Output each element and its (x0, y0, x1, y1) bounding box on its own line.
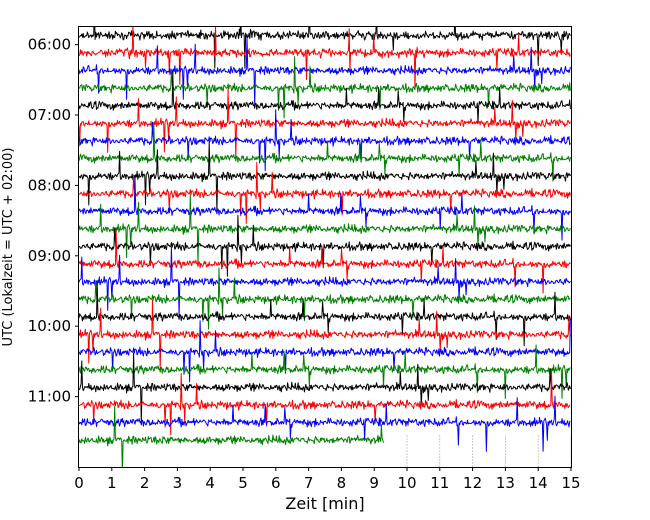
y-tick-label: 08:00 (28, 176, 71, 194)
y-tick-label: 10:00 (28, 317, 71, 335)
trace-0630 (79, 56, 571, 119)
gridline-layer (406, 435, 572, 467)
y-axis-label: UTC (Lokalzeit = UTC + 02:00) (1, 148, 16, 347)
trace-1000 (79, 299, 571, 370)
x-tick-label: 1 (107, 474, 117, 492)
x-tick-label: 11 (430, 474, 449, 492)
x-tick-label: 7 (304, 474, 314, 492)
trace-1115 (79, 395, 571, 452)
x-tick-label: 6 (271, 474, 281, 492)
trace-0600 (79, 27, 571, 91)
trace-1015 (79, 318, 571, 383)
trace-0700 (79, 88, 571, 159)
x-tick-label: 5 (238, 474, 248, 492)
x-tick-label: 13 (496, 474, 515, 492)
trace-0900 (79, 230, 571, 294)
x-tick-label: 8 (337, 474, 347, 492)
trace-0730 (79, 124, 571, 182)
trace-1130 (79, 405, 384, 467)
x-tick-label: 9 (369, 474, 379, 492)
traces-layer (79, 27, 571, 467)
trace-0615 (79, 35, 571, 106)
x-tick-label: 12 (463, 474, 482, 492)
trace-0715 (79, 109, 571, 172)
x-axis-label: Zeit [min] (285, 494, 364, 513)
trace-0915 (79, 246, 571, 318)
trace-1100 (79, 371, 571, 436)
trace-0645 (79, 71, 571, 124)
trace-0945 (79, 283, 571, 347)
x-axis: 0 1 2 3 4 5 6 7 8 9 10 11 12 13 14 15 (74, 467, 581, 492)
trace-0845 (79, 214, 571, 277)
x-tick-label: 0 (74, 474, 84, 492)
trace-0830 (79, 194, 571, 265)
x-tick-label: 10 (397, 474, 416, 492)
plot-frame (78, 26, 572, 468)
y-tick-label: 07:00 (28, 106, 71, 124)
y-tick-label: 11:00 (28, 388, 71, 406)
x-tick-label: 3 (173, 474, 183, 492)
y-tick-label: 06:00 (28, 36, 71, 54)
trace-0800 (79, 161, 571, 224)
trace-0745 (79, 141, 571, 212)
trace-1045 (79, 352, 571, 423)
y-tick-label: 09:00 (28, 247, 71, 265)
trace-0545 (79, 27, 571, 69)
x-tick-label: 4 (205, 474, 215, 492)
x-tick-label: 15 (561, 474, 580, 492)
trace-1030 (79, 344, 571, 400)
x-tick-label: 14 (529, 474, 548, 492)
trace-0930 (79, 267, 571, 330)
x-tick-label: 2 (140, 474, 150, 492)
trace-0815 (79, 177, 571, 241)
y-axis: 06:00 07:00 08:00 09:00 10:00 11:00 (28, 36, 79, 406)
